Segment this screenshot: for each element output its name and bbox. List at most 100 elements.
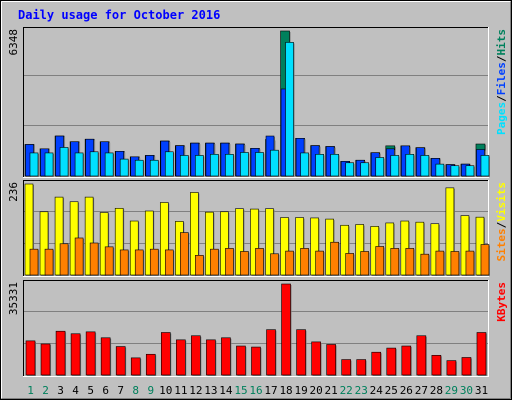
panel-visits-day-11 [175,221,190,276]
panel-visits-day-25 [385,222,400,276]
day-label-4: 4 [72,384,79,397]
bar-kbytes-9 [145,353,156,376]
panel-hits-day-8 [129,156,145,177]
day-label-31: 31 [475,384,488,397]
panel-visits-max-label: 236 [7,182,20,202]
panel-hits-day-29 [445,164,460,177]
panel-visits-day-14 [220,211,235,276]
panel-visits-day-31 [475,216,490,276]
panel-hits-day-12 [190,142,205,177]
bar-pages-11 [180,155,189,177]
panel-kbytes-day-6 [100,337,112,376]
day-label-22: 22 [340,384,353,397]
panel-hits-day-5 [84,138,100,177]
panel-hits-day-26 [400,145,415,177]
bar-sites-14 [225,248,234,276]
bar-pages-31 [480,155,490,177]
day-label-19: 19 [294,384,307,397]
bar-kbytes-13 [206,339,216,376]
bar-sites-11 [180,232,189,276]
bar-kbytes-17 [266,329,276,376]
panel-visits-day-15 [235,208,250,276]
panel-visits-day-5 [84,196,100,276]
panel-visits-day-17 [265,208,280,276]
panel-visits-day-27 [415,221,430,276]
panel-kbytes-day-23 [356,359,367,376]
panel-kbytes-day-20 [311,341,322,376]
bar-pages-19 [300,152,309,177]
bar-pages-22 [345,162,354,177]
panel-kbytes-day-14 [221,337,232,376]
day-label-14: 14 [219,384,233,397]
panel-kbytes-day-10 [160,332,172,376]
panel-hits-day-13 [205,142,220,177]
panel-hits-legend-item-1: Pages [495,102,508,135]
panel-kbytes-day-15 [236,345,247,376]
bar-pages-16 [255,152,264,177]
bar-visits-12 [190,192,199,276]
panel-kbytes-day-18 [281,283,292,376]
day-label-16: 16 [249,384,262,397]
panel-hits-day-19 [295,138,310,177]
panel-visits-legend-item-1: Sites [495,228,508,261]
bar-pages-28 [435,163,445,177]
panel-visits-day-6 [99,212,115,276]
bar-pages-27 [420,155,430,177]
bar-visits-3 [54,196,64,276]
day-label-6: 6 [102,384,109,397]
panel-visits-legend: Sites/Visits [495,182,508,262]
bar-sites-5 [89,242,99,276]
bar-kbytes-2 [40,343,51,376]
bar-visits-1 [24,183,34,276]
day-label-5: 5 [87,384,94,397]
panel-hits-day-15 [235,143,250,177]
bar-pages-4 [74,152,84,177]
bar-pages-29 [450,165,460,177]
bar-visits-17 [265,208,274,276]
bar-sites-22 [345,253,354,276]
panel-hits-day-10 [159,140,175,177]
panel-visits-day-13 [205,211,220,276]
panel-hits-day-4 [69,141,85,177]
bar-pages-9 [149,159,159,177]
panel-visits-day-2 [39,211,55,276]
day-label-10: 10 [159,384,172,397]
bar-visits-13 [205,211,214,276]
panel-kbytes-day-9 [145,353,157,376]
panel-kbytes-day-27 [416,335,427,376]
bar-pages-12 [195,155,204,177]
day-label-29: 29 [445,384,458,397]
bar-kbytes-24 [371,351,382,376]
bar-kbytes-26 [401,345,412,376]
bar-visits-20 [310,217,319,276]
panel-kbytes-day-19 [296,329,307,376]
bar-pages-6 [104,152,114,177]
panel-hits-day-25 [385,145,400,177]
bar-sites-25 [390,248,400,276]
day-label-1: 1 [27,384,34,397]
day-label-25: 25 [385,384,398,397]
bar-sites-13 [210,248,219,276]
bar-visits-29 [445,187,455,276]
panel-hits-day-11 [175,145,190,177]
day-label-13: 13 [204,384,217,397]
panel-visits-day-12 [190,192,205,276]
panel-visits-day-23 [355,224,370,276]
panel-kbytes-day-8 [130,357,142,376]
panel-hits-day-23 [355,159,370,177]
bar-pages-26 [405,154,415,177]
panel-kbytes-day-2 [40,343,52,376]
panel-hits-day-20 [310,145,325,177]
panel-kbytes-day-21 [326,344,337,376]
panel-kbytes: 35331 KBytes [7,280,508,377]
panel-hits-day-18 [280,30,295,177]
panel-visits-day-19 [295,217,310,276]
bar-pages-3 [59,147,69,177]
bar-kbytes-3 [55,330,66,376]
bar-pages-18 [285,42,294,177]
bar-kbytes-12 [191,335,201,376]
bar-sites-21 [330,241,339,276]
bar-sites-17 [270,253,279,276]
day-label-3: 3 [57,384,64,397]
bar-kbytes-29 [446,360,457,376]
